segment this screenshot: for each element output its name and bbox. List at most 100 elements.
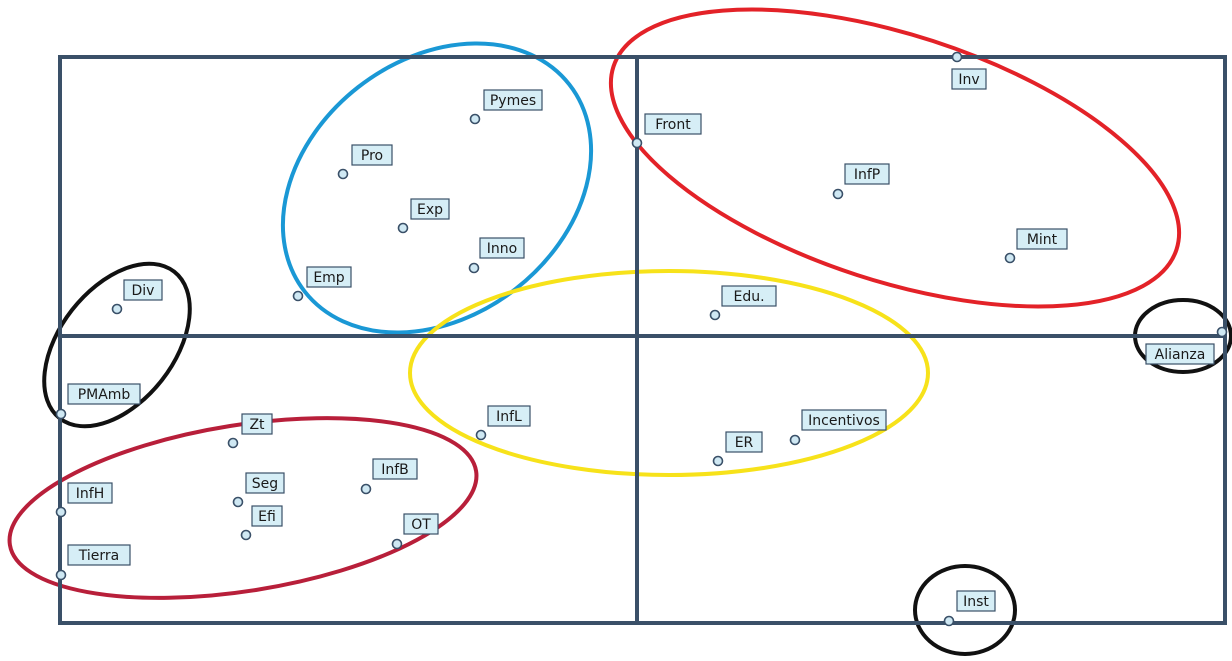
label-text-exp: Exp [417,202,443,218]
label-text-efi: Efi [258,509,276,525]
label-box-er [725,431,763,453]
label-box-alianza [1145,343,1215,365]
label-mint: Mint [1016,228,1068,250]
label-text-inv: Inv [958,72,979,88]
label-edu: Edu. [721,285,777,307]
point-exp [397,222,409,234]
cluster-ellipse-yellow [408,269,930,477]
label-text-incentivos: Incentivos [808,413,880,429]
label-incentivos: Incentivos [801,409,887,431]
label-text-er: ER [735,435,754,451]
label-text-infl: InfL [496,409,522,425]
point-div [111,303,123,315]
point-pro [337,168,349,180]
label-box-inno [479,237,525,259]
label-box-exp [410,198,450,220]
label-text-tierra: Tierra [78,548,119,564]
label-inst: Inst [956,590,996,612]
label-text-emp: Emp [313,270,344,286]
point-edu [709,309,721,321]
label-box-infh [67,482,113,504]
label-box-zt [241,413,273,435]
label-text-infb: InfB [381,462,409,478]
label-alianza: Alianza [1145,343,1215,365]
label-box-pro [351,144,393,166]
point-inst [943,615,955,627]
label-text-alianza: Alianza [1155,347,1206,363]
label-inno: Inno [479,237,525,259]
label-text-inst: Inst [963,594,989,610]
label-box-infb [372,458,418,480]
label-box-mint [1016,228,1068,250]
quadrant-frame [58,55,1227,625]
label-text-pmamb: PMAmb [78,387,131,403]
label-box-inst [956,590,996,612]
point-labels: Pymes Pro Exp Inno Emp Div Inv Front InfP Mint Edu… [67,68,1215,612]
label-exp: Exp [410,198,450,220]
label-ot: OT [403,513,439,535]
point-ot [391,538,403,550]
label-box-edu [721,285,777,307]
label-tierra: Tierra [67,544,131,566]
label-pro: Pro [351,144,393,166]
label-text-seg: Seg [252,476,278,492]
label-text-edu: Edu. [733,289,764,305]
label-box-inv [951,68,987,90]
label-text-infh: InfH [76,486,104,502]
point-alianza [1216,326,1228,338]
label-seg: Seg [245,472,285,494]
label-text-ot: OT [411,517,431,533]
label-text-pymes: Pymes [490,93,536,109]
label-box-efi [251,505,283,527]
label-efi: Efi [251,505,283,527]
label-infh: InfH [67,482,113,504]
point-er [712,455,724,467]
label-infl: InfL [487,405,531,427]
label-box-tierra [67,544,131,566]
point-infp [832,188,844,200]
point-efi [240,529,252,541]
cluster-ellipse-black-bottom [913,564,1017,656]
point-zt [227,437,239,449]
cluster-ellipse-black-left [42,261,192,429]
point-incentivos [789,434,801,446]
point-infh [55,506,67,518]
points [55,51,1228,627]
cluster-ellipse-crimson [7,416,479,600]
label-inv: Inv [951,68,987,90]
label-text-pro: Pro [361,148,383,164]
point-front [631,137,643,149]
label-box-pymes [483,89,543,111]
label-box-infl [487,405,531,427]
point-tierra [55,569,67,581]
label-box-div [123,279,163,301]
label-text-mint: Mint [1027,232,1058,248]
cluster-ellipse-red [608,7,1182,309]
label-box-front [644,113,702,135]
point-inv [951,51,963,63]
label-infp: InfP [844,163,890,185]
label-text-front: Front [655,117,691,133]
point-infb [360,483,372,495]
point-seg [232,496,244,508]
label-emp: Emp [306,266,352,288]
frame-border [58,55,1227,625]
label-er: ER [725,431,763,453]
label-text-div: Div [132,283,155,299]
label-box-emp [306,266,352,288]
label-box-infp [844,163,890,185]
label-infb: InfB [372,458,418,480]
point-infl [475,429,487,441]
label-box-ot [403,513,439,535]
point-pmamb [55,408,67,420]
label-pmamb: PMAmb [67,383,141,405]
label-div: Div [123,279,163,301]
label-front: Front [644,113,702,135]
point-emp [292,290,304,302]
label-text-inno: Inno [487,241,517,257]
label-text-zt: Zt [249,417,265,433]
point-inno [468,262,480,274]
